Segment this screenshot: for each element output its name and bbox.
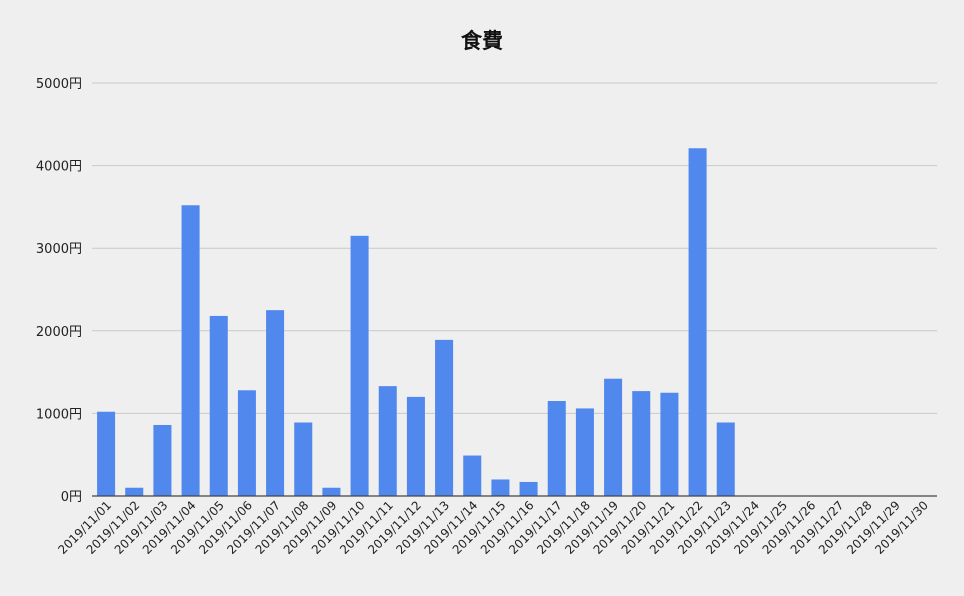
bar [153,424,172,496]
y-tick-label: 1000円 [36,407,82,422]
bar [660,392,679,496]
y-tick-label: 4000円 [36,160,82,175]
bar [322,487,341,496]
bar [294,422,313,496]
x-axis-ticks: 2019/11/012019/11/022019/11/032019/11/04… [55,498,931,557]
bar [519,481,538,496]
bar [350,235,369,496]
bar [266,310,285,496]
bar [716,422,735,496]
bar [181,205,200,497]
bar [575,408,594,496]
y-tick-label: 2000円 [36,325,82,340]
bar [97,411,116,496]
bar [604,378,623,496]
bar [406,396,425,496]
y-tick-label: 5000円 [36,77,82,92]
bar [378,386,397,496]
y-axis-ticks: 0円 1000円 2000円 3000円 4000円 5000円 [36,77,82,505]
y-tick-label: 3000円 [36,242,82,257]
bar [125,487,144,496]
chart-title: 食費 [461,29,503,53]
bar [688,148,707,496]
bar [632,391,651,496]
bars [97,148,735,497]
bar [435,339,454,496]
gridlines [92,82,937,414]
bar [491,479,510,496]
bar [237,390,256,496]
bar [547,401,566,496]
bar [463,455,482,496]
bar [209,315,228,496]
y-tick-label: 0円 [61,490,82,505]
